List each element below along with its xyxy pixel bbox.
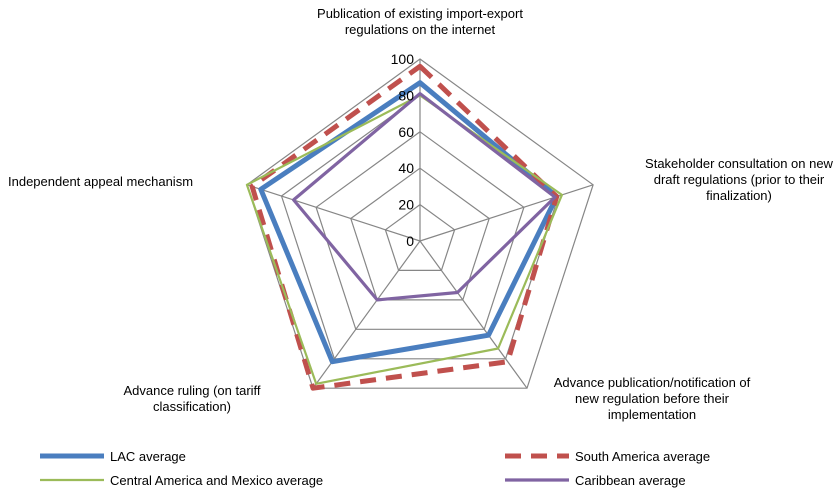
legend-item-lac-average: LAC average	[40, 449, 186, 464]
tick-label-80: 80	[398, 87, 414, 103]
tick-label-20: 20	[398, 197, 414, 213]
tick-label-40: 40	[398, 160, 414, 176]
series-south-america-average	[249, 63, 560, 391]
spoke-2	[419, 240, 528, 389]
spoke-4	[246, 184, 421, 242]
legend: LAC average South America average Central …	[40, 449, 710, 488]
radar-series	[245, 63, 564, 391]
tick-label-0: 0	[406, 233, 414, 249]
grid-ring-40	[350, 167, 490, 301]
category-label-1: Stakeholder consultation on new draft reg…	[645, 156, 834, 203]
grid-ring-100	[246, 58, 594, 389]
category-label-3: Advance ruling (on tariff classification)	[123, 383, 260, 414]
series-central-america-and-mexico-average	[245, 94, 564, 385]
spoke-1	[419, 184, 594, 242]
category-label-4: Independent appeal mechanism	[8, 174, 193, 189]
category-label-0: Publication of existing import-export reg…	[317, 6, 523, 37]
category-label-2: Advance publication/notification of new r…	[554, 375, 751, 422]
legend-item-south-america-average: South America average	[505, 449, 710, 464]
legend-label: LAC average	[110, 449, 186, 464]
tick-label-60: 60	[398, 124, 414, 140]
tick-label-100: 100	[391, 51, 415, 67]
legend-label: Caribbean average	[575, 473, 686, 488]
legend-label: South America average	[575, 449, 710, 464]
legend-item-central-america-and-mexico-average: Central America and Mexico average	[40, 473, 323, 488]
series-caribbean-average	[292, 91, 557, 302]
radial-tick-labels: 0 20 40 60 80 100	[391, 51, 415, 249]
category-labels: Publication of existing import-export reg…	[8, 6, 834, 422]
grid-ring-60	[315, 131, 525, 330]
legend-item-caribbean-average: Caribbean average	[505, 473, 686, 488]
legend-label: Central America and Mexico average	[110, 473, 323, 488]
grid-ring-20	[384, 203, 456, 271]
